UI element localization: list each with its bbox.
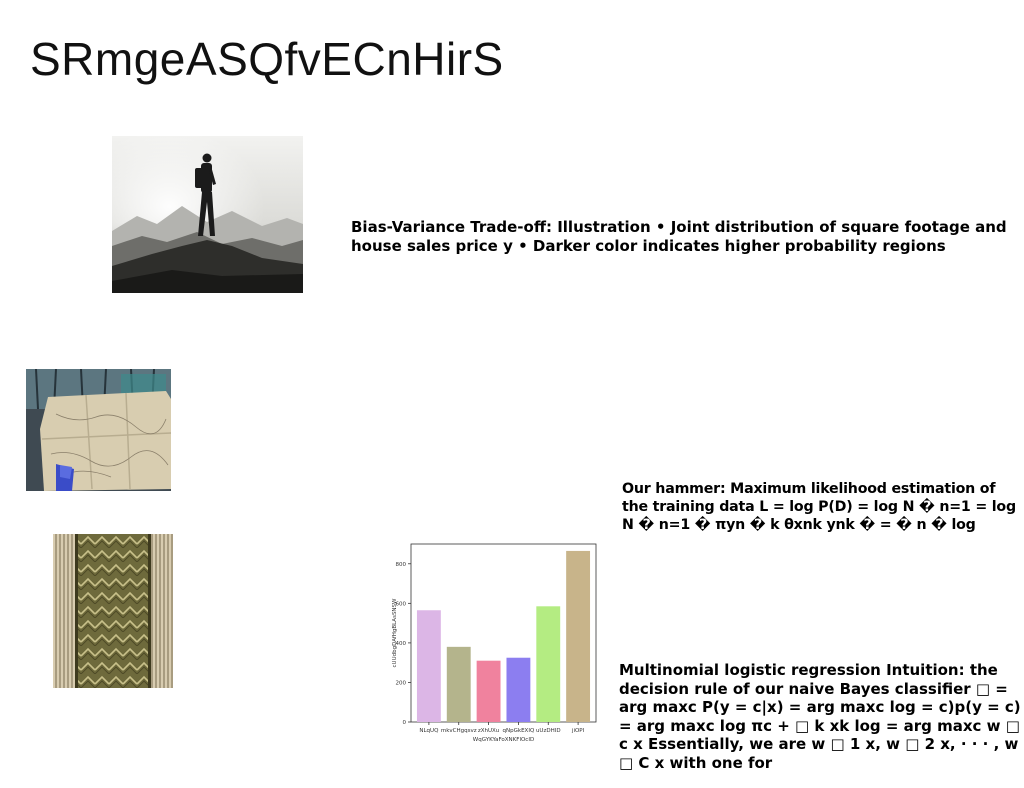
bar bbox=[416, 610, 441, 722]
x-tick-label: zXhUXu bbox=[478, 728, 499, 734]
bias-variance-text: Bias-Variance Trade-off: Illustration • … bbox=[351, 218, 1007, 255]
y-axis-label: cUUdbgDAfHgBLAsSNSW bbox=[392, 598, 398, 668]
bar-chart: 0 200 400 600 800 NLqUQ mkvCHgqsvz zXhUXu qNpGkE… bbox=[388, 538, 600, 748]
x-tick-label: mkvCHgqsvz bbox=[441, 728, 477, 734]
y-tick-label: 600 bbox=[396, 601, 407, 607]
bar bbox=[446, 646, 471, 722]
y-tick-label: 0 bbox=[403, 720, 407, 726]
slide-title: SRmgeASQfvECnHirS bbox=[30, 33, 504, 85]
bar bbox=[536, 606, 561, 722]
logistic-regression-text: Multinomial logistic regression Intuitio… bbox=[619, 661, 1021, 772]
y-tick-label: 200 bbox=[396, 680, 407, 686]
mle-text: Our hammer: Maximum likelihood estimatio… bbox=[622, 481, 1016, 533]
bar-chart-svg: 0 200 400 600 800 NLqUQ mkvCHgqsvz zXhUXu qNpGkE… bbox=[392, 543, 597, 743]
map-photo bbox=[26, 369, 171, 491]
fabric-photo bbox=[53, 534, 173, 688]
x-tick-label: qNpGkEXIQ bbox=[503, 728, 535, 734]
y-tick-label: 800 bbox=[396, 562, 407, 568]
bar bbox=[566, 550, 591, 722]
x-tick-label: jiOPI bbox=[571, 728, 585, 734]
x-axis-label: WqGYKYaFoXNKFlOcID bbox=[473, 737, 534, 743]
bar bbox=[476, 660, 501, 722]
x-tick-label: NLqUQ bbox=[419, 728, 439, 734]
x-tick-label: uUzDHID bbox=[536, 728, 561, 734]
y-tick-label: 400 bbox=[396, 641, 407, 647]
hiker-photo bbox=[112, 136, 303, 293]
plot-frame bbox=[410, 543, 597, 723]
bar bbox=[506, 657, 531, 722]
